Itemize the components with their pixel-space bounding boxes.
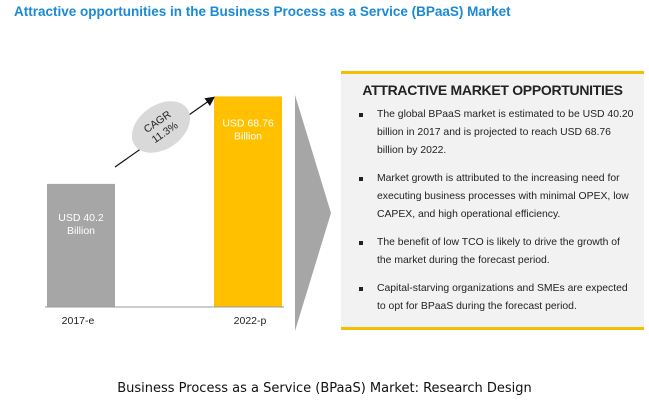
bar-2022-p xyxy=(214,96,282,307)
bullet-text: Market growth is attributed to the incre… xyxy=(377,173,629,220)
bar-value-label: Billion xyxy=(234,130,262,142)
panel-heading: ATTRACTIVE MARKET OPPORTUNITIES xyxy=(362,82,623,98)
page-title: Attractive opportunities in the Business… xyxy=(14,4,511,19)
bullet-icon xyxy=(359,113,363,117)
bullet-icon xyxy=(359,241,363,245)
bar-value-label: Billion xyxy=(67,225,95,237)
bullet-item: Capital-starving organizations and SMEs … xyxy=(355,280,636,316)
bullet-icon xyxy=(359,287,363,291)
bullet-item: Market growth is attributed to the incre… xyxy=(355,170,636,224)
x-tick-label: 2022-p xyxy=(234,315,267,327)
bullet-text: The benefit of low TCO is likely to driv… xyxy=(377,237,620,266)
figure-caption: Business Process as a Service (BPaaS) Ma… xyxy=(117,381,532,396)
x-tick-label: 2017-e xyxy=(62,315,95,327)
opportunities-panel: ATTRACTIVE MARKET OPPORTUNITIES The glob… xyxy=(341,71,644,330)
bar-value-label: USD 68.76 xyxy=(222,117,274,129)
chevron-arrow-icon xyxy=(295,95,331,331)
bullet-text: Capital-starving organizations and SMEs … xyxy=(377,283,628,312)
bar-2017-e xyxy=(47,183,115,307)
bullet-item: The global BPaaS market is estimated to … xyxy=(355,106,636,160)
cagr-bubble: CAGR 11.3% xyxy=(131,101,191,153)
bar-value-label: USD 40.2 xyxy=(58,212,104,224)
bullet-item: The benefit of low TCO is likely to driv… xyxy=(355,234,636,270)
bullet-text: The global BPaaS market is estimated to … xyxy=(377,109,634,156)
bullet-icon xyxy=(359,177,363,181)
